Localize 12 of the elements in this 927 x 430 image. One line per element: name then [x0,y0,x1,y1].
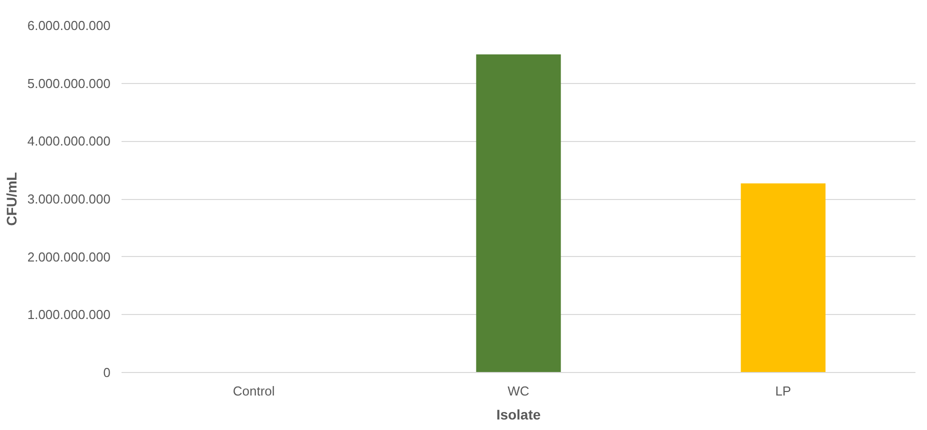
y-tick-label: 0 [103,365,111,380]
y-tick-label: 1.000.000.000 [27,307,111,322]
x-tick-label: LP [775,384,792,398]
x-tick-label: Control [232,384,275,398]
y-tick-label: 6.000.000.000 [27,18,111,33]
y-tick-label: 2.000.000.000 [27,249,111,264]
y-tick-label: 3.000.000.000 [27,192,111,206]
y-axis-title: CFU/mL [3,172,20,226]
y-tick-label: 4.000.000.000 [27,134,111,149]
x-axis-title: Isolate [496,406,541,422]
x-tick-label: WC [508,384,530,398]
y-tick-label: 5.000.000.000 [27,76,111,91]
